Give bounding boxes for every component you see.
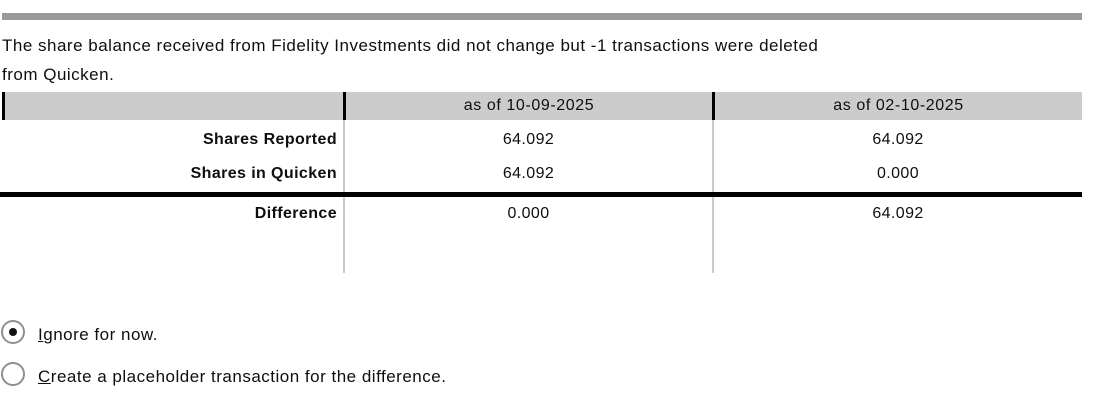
- table-header-row: as of 10-09-2025 as of 02-10-2025: [2, 92, 1082, 120]
- radio-selected-dot: [9, 328, 17, 336]
- difference-value-1: 0.000: [507, 205, 550, 222]
- row-label-shares-in-quicken: Shares in Quicken: [190, 165, 337, 182]
- shares-in-quicken-value-1: 64.092: [502, 165, 555, 182]
- message-text: The share balance received from Fidelity…: [2, 31, 1072, 89]
- message-line-1: The share balance received from Fidelity…: [2, 36, 819, 55]
- row-label-difference: Difference: [254, 205, 337, 222]
- shares-reported-value-2: 64.092: [872, 131, 924, 148]
- row-label-shares-reported: Shares Reported: [202, 131, 337, 148]
- create-placeholder-label[interactable]: Create a placeholder transaction for the…: [38, 367, 447, 386]
- create-placeholder-radio[interactable]: [1, 362, 25, 386]
- ignore-for-now-radio[interactable]: [1, 320, 25, 344]
- header-column-separator: [712, 92, 715, 120]
- table-total-rule: [0, 192, 1082, 197]
- shares-in-quicken-value-2: 0.000: [876, 165, 920, 182]
- ignore-for-now-label[interactable]: Ignore for now.: [38, 325, 158, 344]
- shares-reported-value-1: 64.092: [502, 131, 555, 148]
- divider-bar: [2, 13, 1082, 20]
- difference-value-2: 64.092: [872, 205, 924, 222]
- message-line-2: from Quicken.: [2, 65, 115, 84]
- header-column-separator: [343, 92, 346, 120]
- column-header-asof-1: as of 10-09-2025: [463, 97, 595, 114]
- column-header-asof-2: as of 02-10-2025: [833, 97, 964, 114]
